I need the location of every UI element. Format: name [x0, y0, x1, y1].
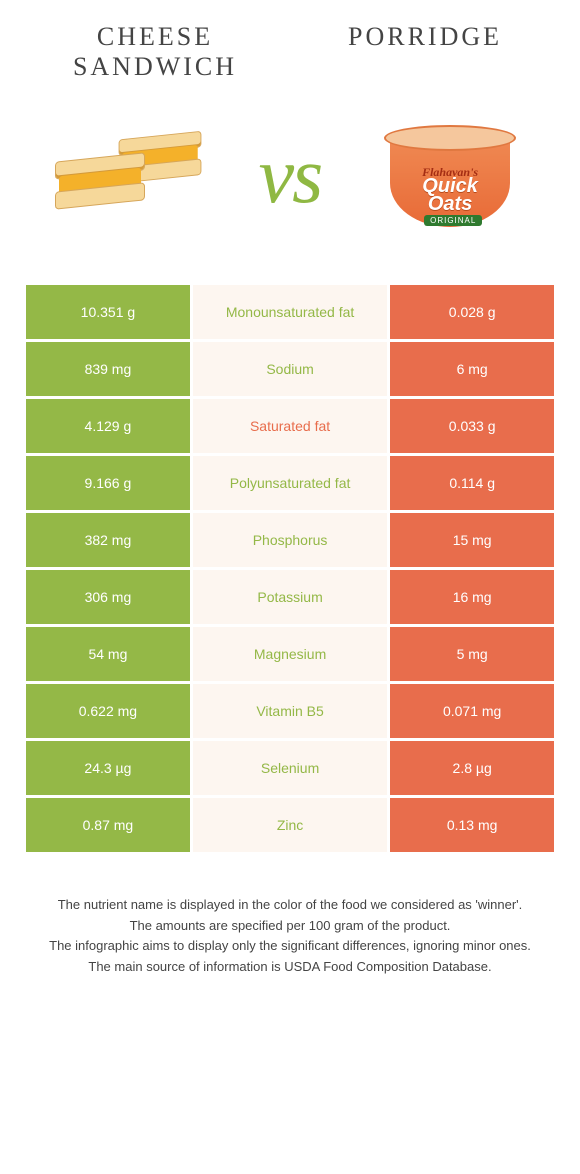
vs-label: vs	[259, 131, 322, 222]
value-left: 0.622 mg	[26, 684, 190, 738]
nutrient-label: Vitamin B5	[193, 684, 387, 738]
table-row: 10.351 gMonounsaturated fat0.028 g	[26, 285, 554, 339]
nutrient-label: Sodium	[193, 342, 387, 396]
table-row: 24.3 µgSelenium2.8 µg	[26, 741, 554, 795]
value-right: 0.114 g	[390, 456, 554, 510]
footer-line: The nutrient name is displayed in the co…	[40, 895, 540, 916]
value-left: 306 mg	[26, 570, 190, 624]
cup-name: Quick Oats	[390, 177, 510, 213]
value-left: 382 mg	[26, 513, 190, 567]
value-right: 0.13 mg	[390, 798, 554, 852]
table-row: 839 mgSodium6 mg	[26, 342, 554, 396]
cup-name-l2: Oats	[428, 193, 472, 215]
titles-row: Cheese sandwich Porridge	[0, 0, 580, 92]
value-left: 10.351 g	[26, 285, 190, 339]
table-row: 0.87 mgZinc0.13 mg	[26, 798, 554, 852]
table-row: 382 mgPhosphorus15 mg	[26, 513, 554, 567]
table-row: 306 mgPotassium16 mg	[26, 570, 554, 624]
nutrient-label: Selenium	[193, 741, 387, 795]
nutrient-label: Monounsaturated fat	[193, 285, 387, 339]
nutrient-label: Magnesium	[193, 627, 387, 681]
title-right: Porridge	[290, 22, 530, 82]
footer-notes: The nutrient name is displayed in the co…	[40, 895, 540, 978]
value-right: 6 mg	[390, 342, 554, 396]
value-right: 16 mg	[390, 570, 554, 624]
value-left: 4.129 g	[26, 399, 190, 453]
table-row: 4.129 gSaturated fat0.033 g	[26, 399, 554, 453]
table-row: 0.622 mgVitamin B50.071 mg	[26, 684, 554, 738]
sandwich-icon	[55, 127, 205, 227]
value-right: 0.028 g	[390, 285, 554, 339]
infographic-root: Cheese sandwich Porridge vs Flahavan's Q…	[0, 0, 580, 978]
nutrient-label: Saturated fat	[193, 399, 387, 453]
value-left: 54 mg	[26, 627, 190, 681]
footer-line: The infographic aims to display only the…	[40, 936, 540, 957]
nutrient-label: Zinc	[193, 798, 387, 852]
value-right: 2.8 µg	[390, 741, 554, 795]
porridge-cup-icon: Flahavan's Quick Oats ORIGINAL	[380, 117, 520, 237]
hero-row: vs Flahavan's Quick Oats ORIGINAL	[0, 92, 580, 282]
nutrient-label: Phosphorus	[193, 513, 387, 567]
footer-line: The amounts are specified per 100 gram o…	[40, 916, 540, 937]
value-left: 0.87 mg	[26, 798, 190, 852]
nutrient-label: Potassium	[193, 570, 387, 624]
food-image-left	[55, 122, 205, 232]
table-row: 9.166 gPolyunsaturated fat0.114 g	[26, 456, 554, 510]
nutrient-table: 10.351 gMonounsaturated fat0.028 g839 mg…	[23, 282, 557, 855]
value-right: 0.033 g	[390, 399, 554, 453]
nutrient-label: Polyunsaturated fat	[193, 456, 387, 510]
cup-tag: ORIGINAL	[424, 215, 482, 226]
value-right: 0.071 mg	[390, 684, 554, 738]
value-right: 15 mg	[390, 513, 554, 567]
table-row: 54 mgMagnesium5 mg	[26, 627, 554, 681]
value-left: 9.166 g	[26, 456, 190, 510]
footer-line: The main source of information is USDA F…	[40, 957, 540, 978]
value-right: 5 mg	[390, 627, 554, 681]
value-left: 839 mg	[26, 342, 190, 396]
value-left: 24.3 µg	[26, 741, 190, 795]
food-image-right: Flahavan's Quick Oats ORIGINAL	[375, 122, 525, 232]
title-left: Cheese sandwich	[50, 22, 290, 82]
